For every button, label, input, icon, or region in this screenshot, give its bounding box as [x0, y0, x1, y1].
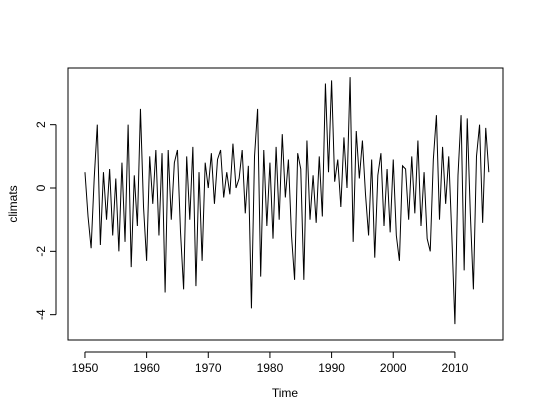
x-axis-label: Time	[272, 386, 299, 400]
y-axis-label: climats	[6, 185, 20, 222]
x-tick-label: 1980	[257, 361, 284, 375]
y-tick-label: -4	[34, 309, 48, 320]
y-tick-label: -2	[34, 246, 48, 257]
y-tick-label: 2	[34, 121, 48, 128]
plot-box	[67, 67, 504, 341]
x-tick-label: 2010	[442, 361, 469, 375]
x-tick-label: 2000	[380, 361, 407, 375]
x-tick-label: 1990	[318, 361, 345, 375]
x-tick-label: 1950	[72, 361, 99, 375]
x-tick-label: 1970	[195, 361, 222, 375]
series-line	[84, 77, 490, 325]
x-tick-label: 1960	[133, 361, 160, 375]
y-tick-label: 0	[34, 184, 48, 191]
